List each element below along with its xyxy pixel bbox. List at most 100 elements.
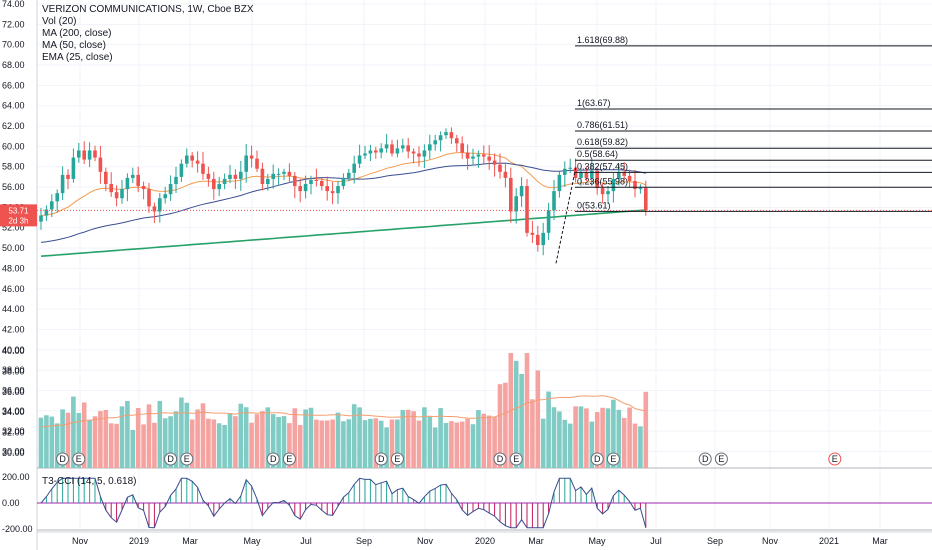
candle-body: [271, 173, 275, 179]
candle-body: [563, 168, 567, 175]
candle-body: [298, 186, 302, 192]
time-tick-label: Sep: [356, 536, 372, 546]
event-marker-label: D: [270, 454, 277, 464]
candle-body: [357, 155, 362, 164]
volume-bar: [135, 408, 141, 468]
candle-body: [352, 163, 356, 173]
candle-body: [320, 180, 324, 187]
price-tick-label: 40.00: [2, 345, 25, 355]
price-tick-label: 70.00: [2, 40, 25, 50]
volume-bar: [60, 409, 65, 468]
candle-body: [347, 172, 351, 178]
volume-bar: [65, 412, 71, 468]
volume-bar: [519, 373, 524, 468]
event-marker-label: D: [702, 454, 709, 464]
candle-body: [627, 175, 632, 181]
grid: [37, 0, 932, 530]
volume-bar: [335, 412, 341, 468]
candle-body: [114, 192, 119, 199]
candle-body: [557, 174, 562, 192]
candle-body: [228, 174, 232, 179]
price-axis[interactable]: 74.00 72.00 70.00 68.00 66.00 64.00 62.00 60.00…: [2, 0, 25, 456]
event-marker-label: E: [286, 454, 292, 464]
volume-bar: [162, 418, 168, 468]
last-price-countdown: 2d 3h: [8, 216, 28, 225]
volume-bar: [351, 404, 357, 468]
cci-label: T3-CCI (14, 5, 0.618): [42, 476, 136, 487]
candle-body: [498, 164, 502, 172]
volume-bar: [600, 407, 605, 468]
candle-body: [152, 206, 157, 212]
time-tick-label: Jul: [650, 536, 662, 546]
fib-trend-line: [555, 166, 577, 264]
event-marker-circle: [164, 452, 178, 466]
volume-bar: [238, 403, 244, 468]
candle-body: [444, 132, 448, 136]
event-marker-circle: [714, 452, 728, 466]
volume-bar: [573, 406, 578, 468]
time-tick-label: Mar: [528, 536, 544, 546]
volume-bar: [584, 408, 589, 468]
time-axis[interactable]: Nov 2019 Mar May Jul Sep Nov 2020 Mar May Jul Sep No…: [72, 536, 888, 546]
candle-body: [287, 171, 292, 176]
candle-body: [195, 160, 200, 164]
volume-bar: [330, 419, 335, 468]
candle-body: [606, 191, 610, 195]
volume-bar: [179, 397, 184, 468]
volume-bar: [276, 416, 281, 468]
candle-body: [293, 175, 297, 187]
volume-bar: [81, 402, 87, 468]
candle-body: [471, 156, 475, 159]
volume-bar: [49, 416, 55, 468]
ma200-line: [40, 209, 646, 257]
cci-tick-label: -200.00: [2, 524, 33, 534]
volume-bar: [540, 418, 546, 468]
candle-body: [82, 150, 86, 160]
volume-bar: [103, 409, 109, 468]
candle-body: [55, 193, 59, 202]
volume-bar: [281, 416, 287, 468]
event-marker-label: D: [378, 454, 385, 464]
candle-body: [217, 184, 221, 190]
price-tick-label: 68.00: [2, 60, 25, 70]
volume-bar: [594, 412, 600, 468]
volume-bar: [605, 408, 611, 468]
volume-bar: [308, 407, 314, 468]
candle-body: [255, 158, 259, 169]
price-tick-label: 60.00: [2, 141, 25, 151]
time-tick-label: 2020: [475, 536, 495, 546]
candle-body: [568, 167, 572, 169]
price-tick-label: 62.00: [2, 121, 25, 131]
candle-body: [541, 232, 545, 246]
volume-bar: [324, 420, 330, 468]
price-tick-label: 58.00: [2, 162, 25, 172]
time-tick-label: Jul: [300, 536, 312, 546]
candle-body: [120, 189, 124, 199]
volume-bar: [611, 399, 616, 468]
candle-body: [395, 148, 400, 154]
volume-bar: [114, 423, 119, 468]
candle-body: [314, 179, 319, 181]
candle-body: [131, 174, 135, 178]
event-marker-label: E: [184, 454, 190, 464]
candle-body: [600, 188, 605, 195]
candle-body: [579, 172, 583, 178]
candle-body: [449, 132, 454, 139]
candle-body: [573, 167, 578, 178]
volume-bar: [416, 420, 422, 468]
volume-bar: [405, 409, 411, 468]
legend-vol: Vol (20): [42, 16, 76, 27]
event-marker-label: E: [832, 454, 838, 464]
volume-bar: [578, 406, 584, 468]
volume-bar: [513, 360, 519, 468]
fib-level-label: 0.382(57.45): [577, 161, 628, 171]
candle-body: [519, 186, 524, 197]
candle-body: [206, 173, 211, 179]
candle-body: [536, 234, 540, 246]
volume-bar: [632, 423, 638, 468]
candlesticks: [39, 127, 648, 256]
fib-retracement[interactable]: 1.618(69.88) 1(63.67) 0.786(61.51) 0.618(59…: [555, 35, 932, 264]
legend-ema25: EMA (25, close): [42, 52, 113, 63]
